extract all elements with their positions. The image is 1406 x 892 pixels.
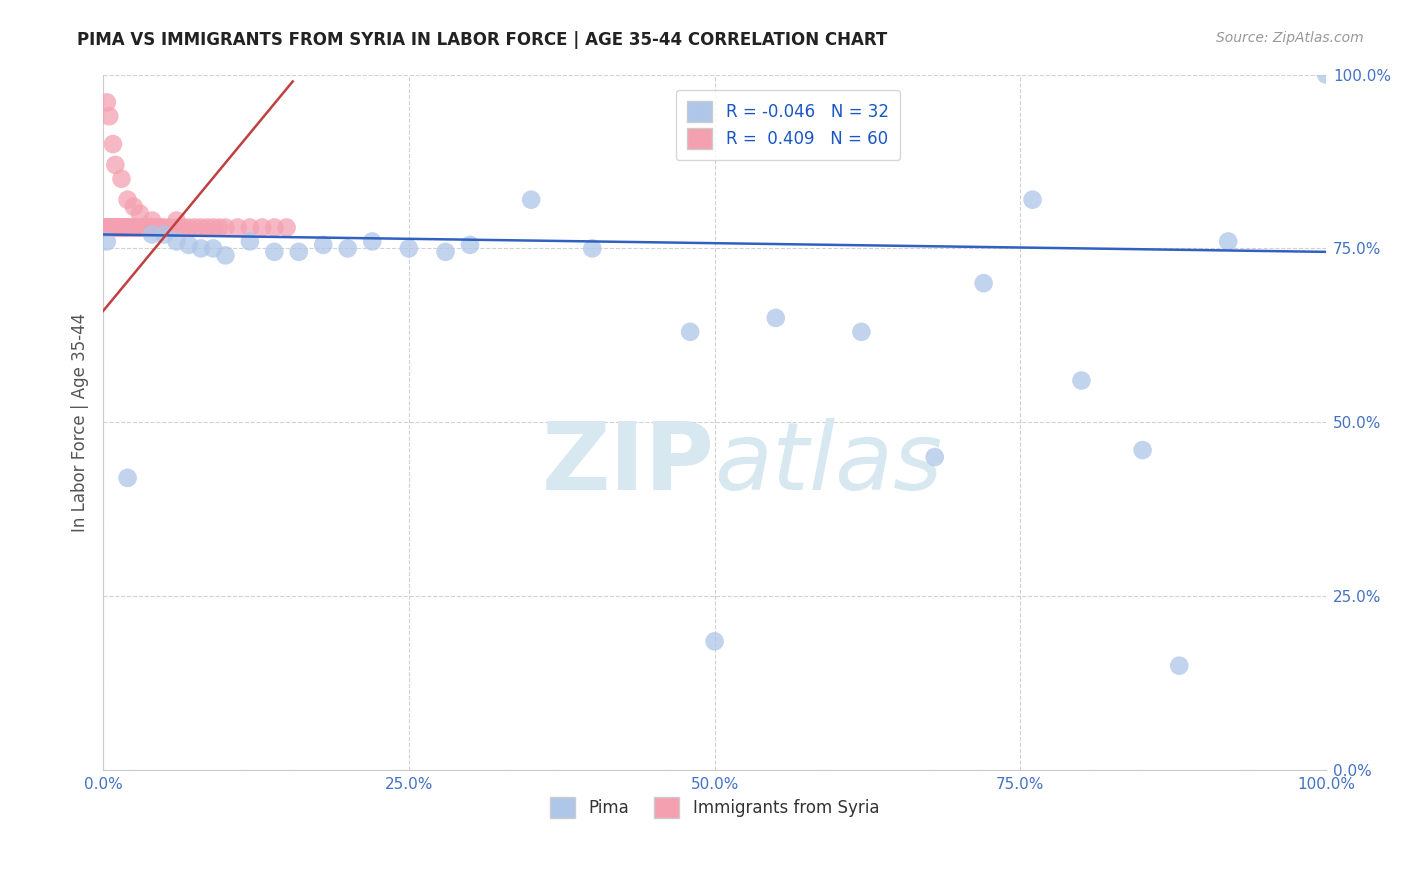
Point — [96, 220, 118, 235]
Text: PIMA VS IMMIGRANTS FROM SYRIA IN LABOR FORCE | AGE 35-44 CORRELATION CHART: PIMA VS IMMIGRANTS FROM SYRIA IN LABOR F… — [77, 31, 887, 49]
Point — [166, 220, 188, 235]
Point — [105, 220, 128, 235]
Point — [138, 220, 160, 235]
Point — [136, 220, 159, 235]
Point — [110, 220, 132, 235]
Point — [153, 227, 176, 242]
Point — [263, 220, 285, 235]
Point — [103, 220, 125, 235]
Point — [398, 241, 420, 255]
Text: Source: ZipAtlas.com: Source: ZipAtlas.com — [1216, 31, 1364, 45]
Point — [98, 109, 121, 123]
Point — [1168, 658, 1191, 673]
Point — [101, 137, 124, 152]
Point — [104, 220, 127, 235]
Point — [159, 220, 181, 235]
Point — [288, 244, 311, 259]
Point — [195, 220, 218, 235]
Point — [581, 241, 603, 255]
Point — [141, 227, 163, 242]
Point — [100, 220, 122, 235]
Point — [679, 325, 702, 339]
Text: atlas: atlas — [714, 418, 943, 509]
Point — [100, 220, 122, 235]
Point — [208, 220, 231, 235]
Point — [973, 276, 995, 290]
Point — [143, 220, 166, 235]
Point — [361, 235, 384, 249]
Point — [214, 248, 236, 262]
Point — [117, 471, 139, 485]
Point — [107, 220, 129, 235]
Point — [114, 220, 136, 235]
Point — [202, 241, 225, 255]
Point — [110, 220, 132, 235]
Point — [166, 213, 188, 227]
Point — [239, 220, 262, 235]
Point — [127, 220, 149, 235]
Point — [108, 220, 131, 235]
Point — [96, 95, 118, 110]
Point — [148, 220, 170, 235]
Point — [146, 220, 169, 235]
Point — [112, 220, 135, 235]
Point — [263, 244, 285, 259]
Text: ZIP: ZIP — [541, 418, 714, 510]
Point — [121, 220, 143, 235]
Point — [122, 200, 145, 214]
Point — [1218, 235, 1240, 249]
Point — [117, 220, 139, 235]
Point — [1132, 443, 1154, 458]
Point — [1021, 193, 1043, 207]
Point — [276, 220, 298, 235]
Point — [226, 220, 249, 235]
Point — [153, 220, 176, 235]
Point — [520, 193, 543, 207]
Point — [93, 220, 115, 235]
Point — [924, 450, 946, 464]
Point — [250, 220, 273, 235]
Point — [184, 220, 207, 235]
Point — [118, 220, 141, 235]
Point — [98, 220, 121, 235]
Point — [434, 244, 457, 259]
Point — [202, 220, 225, 235]
Point — [117, 193, 139, 207]
Point — [177, 220, 200, 235]
Point — [239, 235, 262, 249]
Point — [190, 220, 212, 235]
Point — [111, 220, 134, 235]
Legend: Pima, Immigrants from Syria: Pima, Immigrants from Syria — [544, 790, 886, 824]
Point — [110, 171, 132, 186]
Point — [458, 238, 481, 252]
Point — [1315, 68, 1337, 82]
Point — [97, 220, 120, 235]
Point — [141, 213, 163, 227]
Point — [115, 220, 138, 235]
Point — [128, 206, 150, 220]
Point — [190, 241, 212, 255]
Point — [312, 238, 335, 252]
Point — [177, 238, 200, 252]
Point — [851, 325, 873, 339]
Point — [124, 220, 146, 235]
Point — [131, 220, 153, 235]
Point — [96, 235, 118, 249]
Point — [703, 634, 725, 648]
Point — [172, 220, 194, 235]
Point — [150, 220, 173, 235]
Point — [765, 310, 787, 325]
Y-axis label: In Labor Force | Age 35-44: In Labor Force | Age 35-44 — [72, 313, 89, 532]
Point — [104, 158, 127, 172]
Point — [1070, 374, 1092, 388]
Point — [166, 235, 188, 249]
Point — [141, 220, 163, 235]
Point — [101, 220, 124, 235]
Point — [336, 241, 359, 255]
Point — [94, 220, 117, 235]
Point — [214, 220, 236, 235]
Point — [134, 220, 156, 235]
Point — [128, 220, 150, 235]
